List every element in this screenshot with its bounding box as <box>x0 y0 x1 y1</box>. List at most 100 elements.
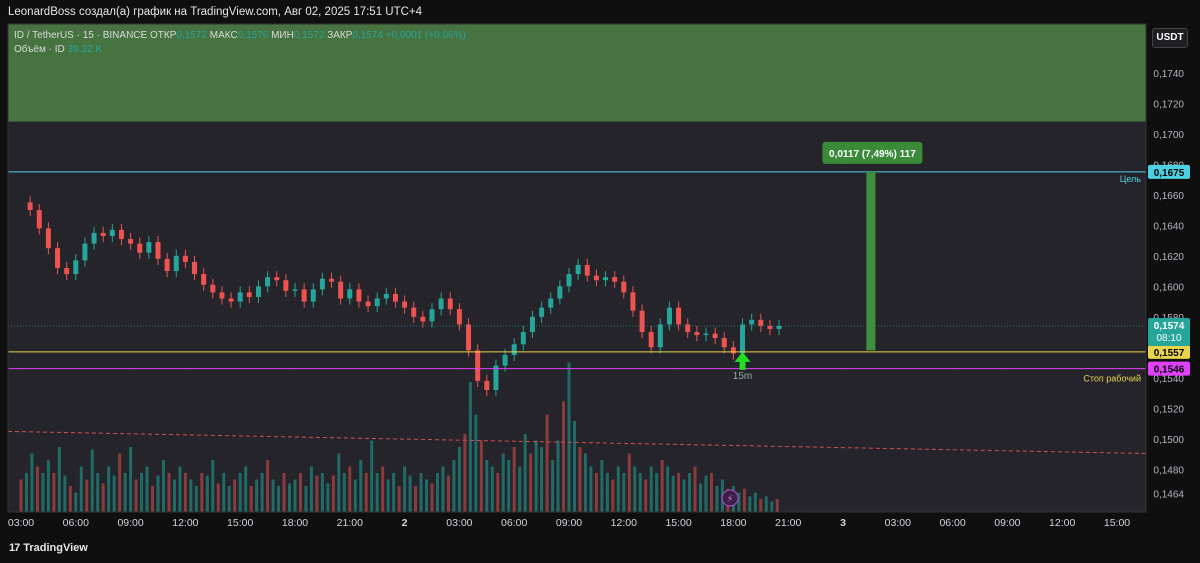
candle-body <box>758 319 764 326</box>
volume-bar <box>671 475 675 512</box>
x-tick-label: 12:00 <box>611 517 637 529</box>
volume-bar <box>123 473 127 512</box>
volume-bar <box>200 473 204 512</box>
candle-body <box>566 274 572 287</box>
tv-logo-icon: 17 <box>9 542 20 554</box>
price-chart[interactable]: 0,14640,14800,15000,15200,15400,15800,16… <box>0 0 1200 536</box>
volume-bar <box>260 473 264 512</box>
candle-body <box>27 202 33 211</box>
y-tick-label: 0,1720 <box>1153 99 1184 110</box>
target-price-label: 0,1675 <box>1154 168 1185 179</box>
candle-body <box>55 248 61 268</box>
candle-body <box>767 325 773 329</box>
volume-bar <box>216 483 220 512</box>
volume-bar <box>446 475 450 512</box>
volume-bar <box>353 479 357 512</box>
x-tick-label: 18:00 <box>720 517 746 529</box>
y-tick-label: 0,1500 <box>1153 435 1184 446</box>
volume-bar <box>430 483 434 512</box>
volume-bar <box>194 486 198 512</box>
volume-bar <box>222 473 226 512</box>
candle-body <box>118 229 124 240</box>
open-label: ОТКР <box>149 30 177 41</box>
candle-body <box>173 255 179 272</box>
volume-bar <box>408 475 412 512</box>
open-value: 0,1572 <box>176 30 207 41</box>
volume-bar <box>370 440 374 512</box>
top-zone <box>8 24 1146 122</box>
volume-bar <box>298 473 302 512</box>
volume-bar <box>452 460 456 512</box>
candle-body <box>648 332 654 348</box>
measure-label-box <box>822 141 923 164</box>
candle-body <box>712 333 718 339</box>
candle-body <box>283 280 289 291</box>
x-tick-label: 12:00 <box>1049 517 1075 529</box>
candle-body <box>520 332 526 345</box>
volume-bar <box>68 486 72 512</box>
currency-button[interactable]: USDT <box>1152 28 1188 48</box>
volume-bar <box>30 453 34 512</box>
volume-bar <box>107 466 111 512</box>
x-tick-label: 15:00 <box>665 517 691 529</box>
candle-body <box>529 316 535 333</box>
volume-bar <box>688 473 692 512</box>
footer-bar: 17 TradingView <box>0 536 1200 563</box>
volume-bar <box>468 382 472 512</box>
candle-body <box>593 275 599 281</box>
volume-bar <box>24 473 28 512</box>
candle-body <box>429 309 435 322</box>
volume-bar <box>151 486 155 512</box>
candle-body <box>630 292 636 311</box>
candle-body <box>603 277 609 281</box>
tradingview-logo[interactable]: 17 TradingView <box>9 542 88 554</box>
candle-body <box>164 258 170 272</box>
stop-price-tag <box>1148 361 1190 376</box>
candle-body <box>657 324 663 348</box>
volume-bar <box>266 460 270 512</box>
volume-bar <box>704 475 708 512</box>
y-tick-label: 0,1464 <box>1153 490 1184 501</box>
volume-bar <box>57 447 61 512</box>
candle-body <box>740 324 746 354</box>
candle-body <box>329 278 335 282</box>
volume-bar <box>238 473 242 512</box>
volume-bar <box>161 460 165 512</box>
y-tick-label: 0,1740 <box>1153 69 1184 80</box>
candle-body <box>265 277 271 287</box>
candle-body <box>301 289 307 302</box>
volume-bar <box>145 466 149 512</box>
volume-bar <box>255 479 259 512</box>
volume-bar <box>594 473 598 512</box>
volume-bar <box>359 460 363 512</box>
close-label: ЗАКР <box>327 30 353 41</box>
volume-bar <box>419 473 423 512</box>
close-value: 0,1574 <box>352 30 383 41</box>
volume-bar <box>282 473 286 512</box>
volume-bar <box>244 466 248 512</box>
volume-bar <box>271 479 275 512</box>
y-tick-label: 0,1660 <box>1153 191 1184 202</box>
volume-bar <box>381 466 385 512</box>
volume-bar <box>364 473 368 512</box>
x-tick-label: 21:00 <box>337 517 363 529</box>
volume-bar <box>638 473 642 512</box>
candle-body <box>621 281 627 293</box>
high-value: 0,1576 <box>237 30 269 41</box>
candle-body <box>392 293 398 302</box>
volume-bar <box>211 460 215 512</box>
volume-bar <box>715 486 719 512</box>
candle-body <box>447 298 453 310</box>
candle-body <box>228 298 234 302</box>
volume-bar <box>96 473 100 512</box>
candle-body <box>475 350 481 381</box>
volume-bar <box>41 473 45 512</box>
volume-bar <box>288 483 292 512</box>
countdown-label: 08:10 <box>1156 333 1181 344</box>
candle-body <box>511 344 517 355</box>
volume-bar <box>183 473 187 512</box>
measure-bar <box>866 171 876 351</box>
lightning-glyph: ⚡ <box>726 494 733 505</box>
volume-bar <box>167 473 171 512</box>
volume-bar <box>233 479 237 512</box>
